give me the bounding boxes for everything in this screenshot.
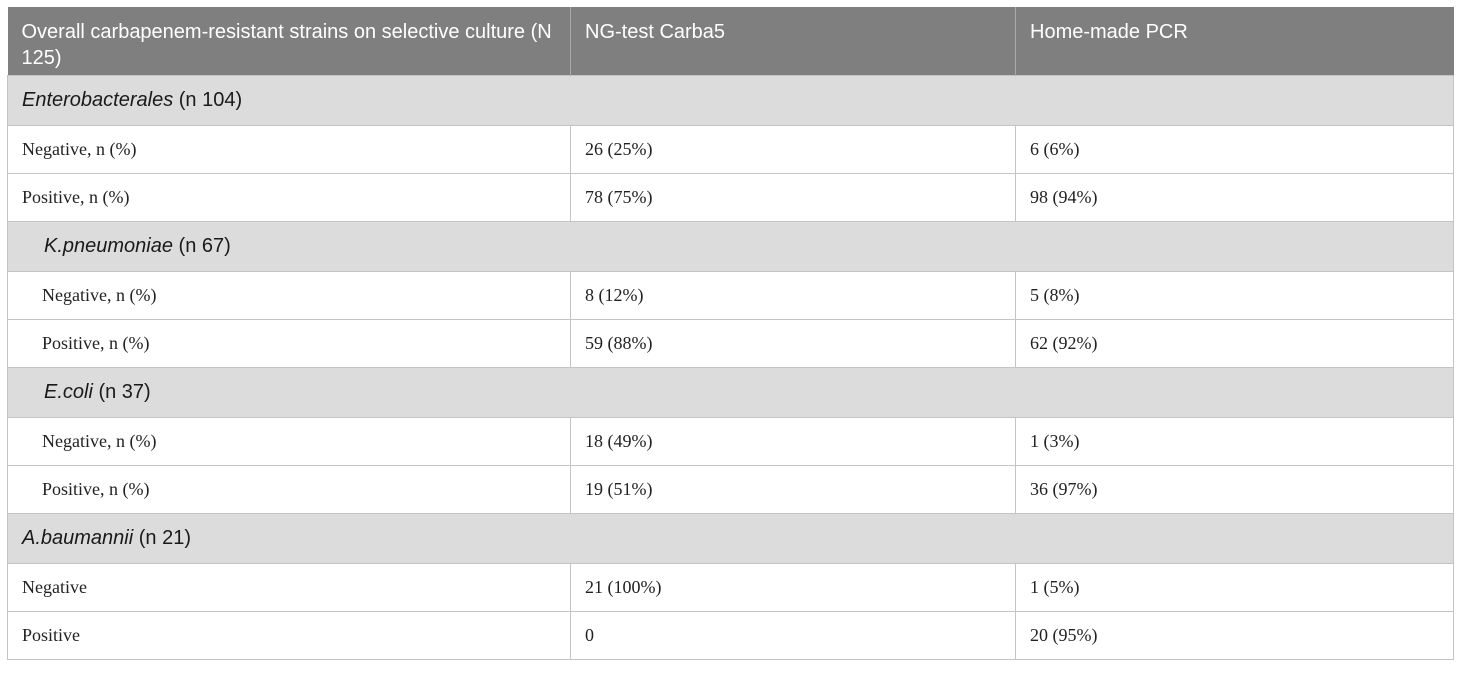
row-label: Positive, n (%) [7, 172, 571, 222]
pcr-value: 36 (97%) [1015, 464, 1454, 514]
header-strains: Overall carbapenem-resistant strains on … [7, 7, 571, 75]
species-name: K.pneumoniae [44, 234, 173, 257]
header-pcr: Home-made PCR [1015, 7, 1454, 75]
species-name: A.baumannii [22, 526, 134, 549]
table-body: Enterobacterales (n 104) Negative, n (%)… [7, 74, 1454, 660]
species-count: (n 104) [173, 88, 243, 111]
group-row-k-pneumoniae: K.pneumoniae (n 67) [7, 220, 1454, 272]
header-row: Overall carbapenem-resistant strains on … [7, 7, 1454, 75]
ng-test-value: 8 (12%) [570, 270, 1016, 320]
group-row-enterobacterales: Enterobacterales (n 104) [7, 74, 1454, 126]
table-row: Negative, n (%) 26 (25%) 6 (6%) [7, 124, 1454, 174]
results-table: Overall carbapenem-resistant strains on … [7, 7, 1454, 660]
ng-test-value: 59 (88%) [570, 318, 1016, 368]
ng-test-value: 19 (51%) [570, 464, 1016, 514]
row-label: Positive, n (%) [7, 318, 571, 368]
row-label: Negative, n (%) [7, 416, 571, 466]
row-label: Negative, n (%) [7, 124, 571, 174]
pcr-value: 62 (92%) [1015, 318, 1454, 368]
pcr-value: 6 (6%) [1015, 124, 1454, 174]
group-label: Enterobacterales (n 104) [7, 74, 1454, 126]
row-label: Negative [7, 562, 571, 612]
ng-test-value: 0 [570, 610, 1016, 660]
pcr-value: 5 (8%) [1015, 270, 1454, 320]
group-row-a-baumannii: A.baumannii (n 21) [7, 512, 1454, 564]
ng-test-value: 26 (25%) [570, 124, 1016, 174]
table-row: Negative, n (%) 18 (49%) 1 (3%) [7, 416, 1454, 466]
group-label: E.coli (n 37) [7, 366, 1454, 418]
pcr-value: 98 (94%) [1015, 172, 1454, 222]
table-header: Overall carbapenem-resistant strains on … [7, 7, 1454, 75]
table-row: Negative, n (%) 8 (12%) 5 (8%) [7, 270, 1454, 320]
group-row-e-coli: E.coli (n 37) [7, 366, 1454, 418]
species-count: (n 21) [133, 526, 191, 549]
group-label: K.pneumoniae (n 67) [7, 220, 1454, 272]
species-name: Enterobacterales [22, 88, 174, 111]
pcr-value: 1 (5%) [1015, 562, 1454, 612]
row-label: Positive, n (%) [7, 464, 571, 514]
header-ng-test: NG-test Carba5 [570, 7, 1016, 75]
ng-test-value: 78 (75%) [570, 172, 1016, 222]
row-label: Negative, n (%) [7, 270, 571, 320]
group-label: A.baumannii (n 21) [7, 512, 1454, 564]
table-row: Positive, n (%) 19 (51%) 36 (97%) [7, 464, 1454, 514]
table-row: Positive, n (%) 59 (88%) 62 (92%) [7, 318, 1454, 368]
pcr-value: 20 (95%) [1015, 610, 1454, 660]
ng-test-value: 18 (49%) [570, 416, 1016, 466]
pcr-value: 1 (3%) [1015, 416, 1454, 466]
row-label: Positive [7, 610, 571, 660]
species-count: (n 37) [92, 380, 151, 403]
species-count: (n 67) [172, 234, 231, 257]
table-row: Positive 0 20 (95%) [7, 610, 1454, 660]
table-row: Negative 21 (100%) 1 (5%) [7, 562, 1454, 612]
table-row: Positive, n (%) 78 (75%) 98 (94%) [7, 172, 1454, 222]
ng-test-value: 21 (100%) [570, 562, 1016, 612]
species-name: E.coli [44, 380, 93, 403]
